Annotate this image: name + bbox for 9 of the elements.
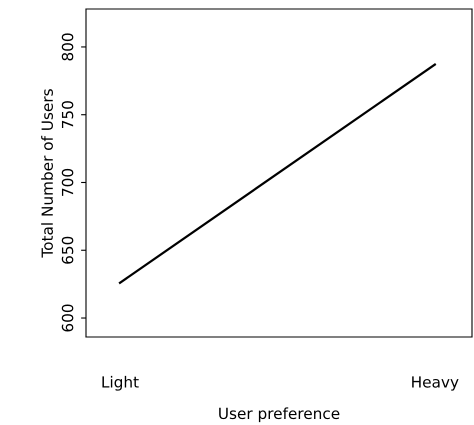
- y-axis-title: Total Number of Users: [41, 89, 53, 258]
- y-tick-label: 750: [62, 101, 74, 128]
- y-tick-label: 600: [62, 304, 74, 332]
- y-tick-label: 700: [62, 168, 74, 196]
- y-tick-label: 800: [62, 33, 74, 60]
- x-tick-label: Light: [102, 376, 139, 391]
- x-tick-label: Heavy: [412, 376, 459, 391]
- y-tick-label: 650: [62, 236, 74, 264]
- x-axis-title: User preference: [219, 407, 340, 422]
